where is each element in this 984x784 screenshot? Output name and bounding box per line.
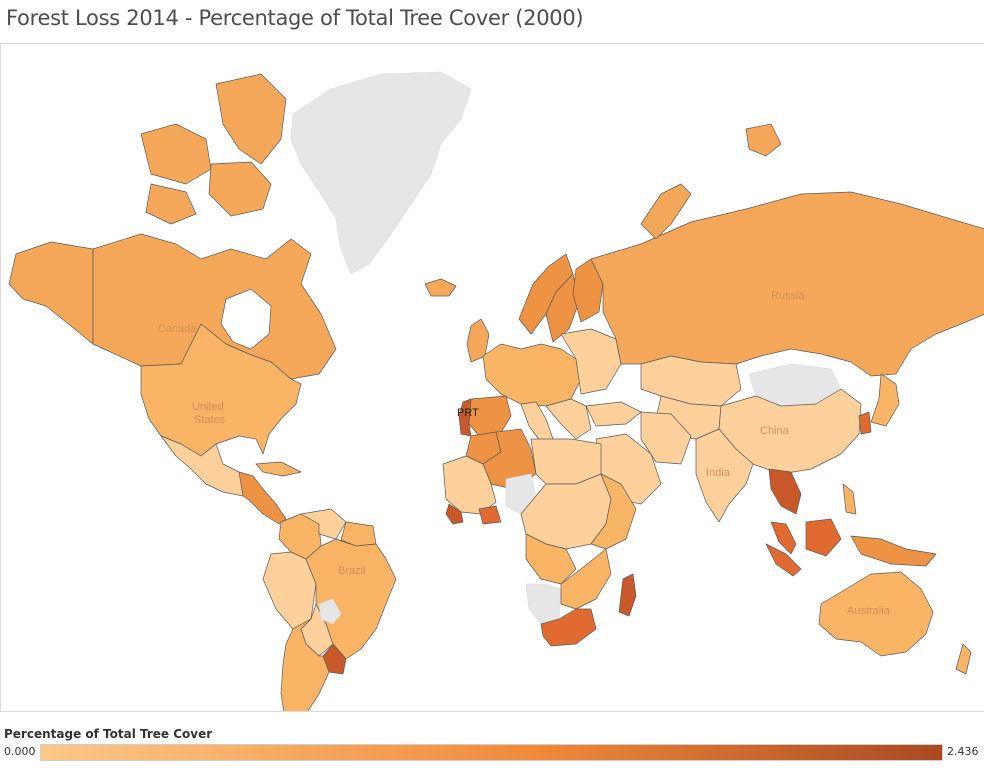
country-paraguay[interactable] [318,598,342,625]
legend-max-value: 2.436 [947,745,979,758]
hudson-bay [220,288,272,350]
country-cuba[interactable] [255,461,302,477]
country-greenland[interactable] [290,71,472,275]
country-namibia-botswana[interactable] [525,583,562,625]
country-central-america[interactable] [238,471,287,525]
country-australia[interactable] [818,571,934,657]
country-portugal[interactable] [458,398,472,437]
country-uruguay[interactable] [322,643,347,675]
country-new-zealand[interactable] [955,643,972,675]
country-chile-argentina[interactable] [280,618,330,712]
country-indochina[interactable] [768,468,802,515]
country-canada-islands[interactable] [215,73,287,165]
country-madagascar[interactable] [618,573,637,617]
country-south-africa[interactable] [540,608,597,647]
country-canada-islands-3[interactable] [208,161,272,217]
country-spain[interactable] [468,395,512,437]
country-india[interactable] [695,428,754,523]
country-balkans[interactable] [545,398,592,440]
country-indonesia-east[interactable] [850,535,937,567]
page-title: Forest Loss 2014 - Percentage of Total T… [6,6,584,30]
country-libya-egypt[interactable] [530,438,602,485]
country-canada-islands-2[interactable] [140,123,212,185]
country-indonesia-sumatra[interactable] [765,543,802,577]
country-sierra-leone-liberia[interactable] [445,503,464,525]
legend-min-value: 0.000 [4,745,36,758]
country-kazakhstan[interactable] [640,355,742,407]
world-map[interactable]: Russia Canada United States China India … [0,43,984,712]
legend-title: Percentage of Total Tree Cover [4,727,213,741]
country-alaska[interactable] [8,241,94,345]
country-russia-islands-2[interactable] [745,123,782,157]
country-russia-islands[interactable] [640,183,692,240]
country-turkey[interactable] [585,401,642,427]
country-russia[interactable] [590,191,984,377]
country-philippines[interactable] [842,483,857,515]
country-iceland[interactable] [424,278,457,297]
country-west-africa[interactable] [442,455,497,515]
country-canada-islands-4[interactable] [145,183,197,225]
country-malaysia[interactable] [770,521,797,555]
country-europe-east[interactable] [560,328,622,395]
map-canvas[interactable] [1,44,984,712]
country-iran[interactable] [640,411,692,465]
country-ivory-coast-ghana[interactable] [478,505,502,525]
country-borneo[interactable] [805,518,842,557]
legend-color-ramp [40,744,943,761]
country-japan[interactable] [870,373,900,427]
country-southern-africa-east[interactable] [560,548,612,610]
country-congo[interactable] [525,533,577,585]
country-korea[interactable] [858,411,872,435]
